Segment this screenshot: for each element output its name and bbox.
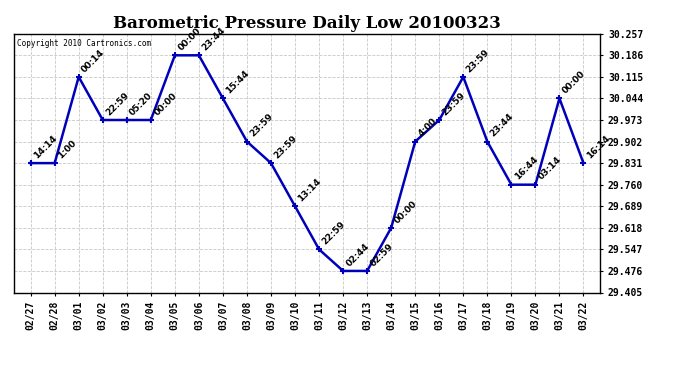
Text: 03:14: 03:14 xyxy=(537,155,564,182)
Text: 22:59: 22:59 xyxy=(320,220,347,247)
Text: 05:20: 05:20 xyxy=(128,91,155,117)
Text: 23:59: 23:59 xyxy=(273,134,299,160)
Text: 02:59: 02:59 xyxy=(368,242,395,268)
Text: 23:44: 23:44 xyxy=(200,26,227,53)
Text: 14:14: 14:14 xyxy=(32,134,59,160)
Text: 16:14: 16:14 xyxy=(585,134,611,160)
Text: 22:59: 22:59 xyxy=(104,90,131,117)
Text: 1:00: 1:00 xyxy=(56,138,78,160)
Text: 23:44: 23:44 xyxy=(489,112,515,139)
Text: 15:44: 15:44 xyxy=(224,69,251,96)
Text: 23:59: 23:59 xyxy=(248,112,275,139)
Text: 00:00: 00:00 xyxy=(152,91,179,117)
Text: 00:00: 00:00 xyxy=(176,26,202,53)
Text: 00:00: 00:00 xyxy=(561,69,587,96)
Text: 4:00: 4:00 xyxy=(417,117,439,139)
Text: Copyright 2010 Cartronics.com: Copyright 2010 Cartronics.com xyxy=(17,39,151,48)
Text: 02:44: 02:44 xyxy=(344,242,371,268)
Text: 23:59: 23:59 xyxy=(464,47,491,74)
Title: Barometric Pressure Daily Low 20100323: Barometric Pressure Daily Low 20100323 xyxy=(113,15,501,32)
Text: 00:14: 00:14 xyxy=(80,48,106,74)
Text: 13:14: 13:14 xyxy=(297,177,323,204)
Text: 16:44: 16:44 xyxy=(513,155,540,182)
Text: 23:59: 23:59 xyxy=(441,90,467,117)
Text: 00:00: 00:00 xyxy=(393,199,419,225)
